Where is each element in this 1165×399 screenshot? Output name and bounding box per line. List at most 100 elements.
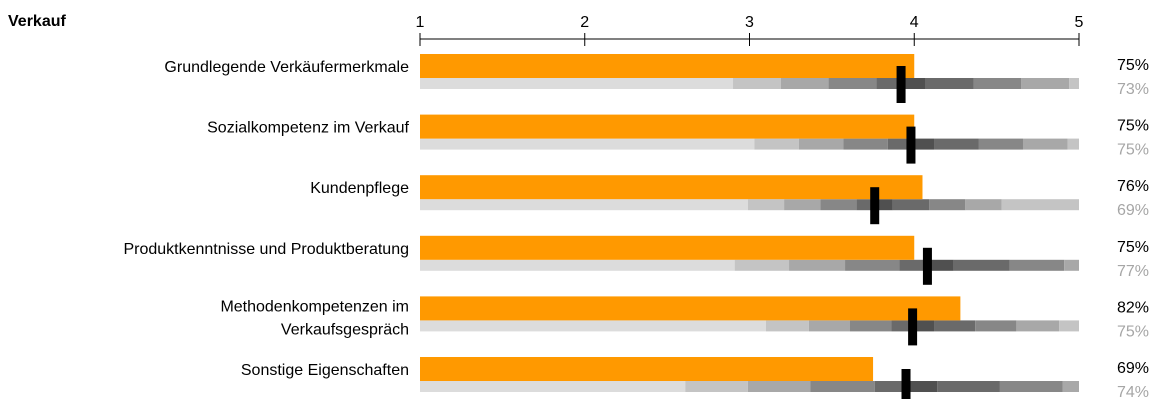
value-bar [420, 235, 915, 260]
bullet-row: Grundlegende Verkäufermerkmale 75% 73% [164, 54, 1149, 103]
benchmark-band [808, 320, 850, 332]
category-label: Sonstige Eigenschaften [241, 362, 409, 379]
x-tick-label: 5 [1075, 14, 1084, 31]
category-label: Kundenpflege [310, 180, 409, 197]
benchmark-band [901, 78, 926, 89]
category-label: Verkaufsgespräch [281, 321, 409, 338]
benchmark-label: 73% [1117, 81, 1149, 98]
benchmark-band [1009, 259, 1065, 271]
benchmark-band [899, 259, 928, 271]
benchmark-band [420, 199, 748, 211]
value-label: 69% [1117, 360, 1149, 377]
benchmark-band [747, 381, 811, 392]
benchmark-band [843, 138, 888, 150]
benchmark-band [1001, 199, 1079, 211]
benchmark-band [999, 381, 1063, 392]
value-label: 75% [1117, 57, 1149, 74]
x-tick-label: 2 [580, 14, 589, 31]
chart-title: Verkauf [8, 13, 66, 30]
value-bar [420, 175, 923, 200]
x-tick-label: 3 [745, 14, 754, 31]
benchmark-marker [901, 369, 911, 399]
benchmark-band [965, 199, 1002, 211]
benchmark-band [925, 78, 974, 89]
benchmark-band [780, 78, 829, 89]
benchmark-band [874, 381, 907, 392]
benchmark-band [1062, 381, 1079, 392]
benchmark-marker [870, 187, 880, 225]
benchmark-band [891, 320, 913, 332]
bullet-row: Produktkenntnisse und Produktberatung 75%… [123, 235, 1149, 285]
benchmark-band [747, 199, 785, 211]
benchmark-band [1067, 138, 1079, 150]
bullet-row: Kundenpflege 76% 69% [310, 175, 1149, 225]
benchmark-band [1021, 78, 1070, 89]
benchmark-label: 75% [1117, 142, 1149, 159]
benchmark-band [1069, 78, 1079, 89]
benchmark-band [953, 259, 1010, 271]
benchmark-band [973, 78, 1022, 89]
category-label: Produktkenntnisse und Produktberatung [123, 241, 409, 258]
value-label: 76% [1117, 178, 1149, 195]
value-label: 75% [1117, 118, 1149, 135]
benchmark-marker [908, 308, 918, 346]
benchmark-band [934, 138, 979, 150]
benchmark-band [820, 199, 857, 211]
benchmark-band [876, 78, 902, 89]
benchmark-band [1016, 320, 1060, 332]
benchmark-band [798, 138, 844, 150]
benchmark-band [420, 78, 734, 89]
bullet-row: Methodenkompetenzen im Verkaufsgespräch 82… [220, 296, 1149, 346]
x-tick-label: 1 [416, 14, 425, 31]
benchmark-band [420, 259, 735, 271]
category-label: Grundlegende Verkäufermerkmale [164, 59, 409, 76]
value-bar [420, 296, 961, 321]
benchmark-band [734, 259, 790, 271]
benchmark-band [929, 199, 966, 211]
benchmark-band [906, 381, 938, 392]
x-tick-label: 4 [910, 14, 919, 31]
benchmark-label: 77% [1117, 263, 1149, 280]
benchmark-band [754, 138, 799, 150]
benchmark-band [927, 259, 954, 271]
benchmark-band [828, 78, 877, 89]
benchmark-band [975, 320, 1017, 332]
benchmark-band [765, 320, 809, 332]
benchmark-band [845, 259, 900, 271]
benchmark-marker [922, 247, 932, 285]
benchmark-band [910, 138, 935, 150]
category-label: Sozialkompetenz im Verkauf [207, 120, 409, 137]
value-bar [420, 54, 915, 78]
benchmark-band [1059, 320, 1079, 332]
benchmark-band [978, 138, 1023, 150]
benchmark-marker [906, 126, 916, 164]
benchmark-band [420, 138, 755, 150]
benchmark-band [849, 320, 892, 332]
benchmark-band [420, 381, 686, 392]
benchmark-marker [896, 66, 906, 103]
benchmark-band [789, 259, 846, 271]
value-label: 82% [1117, 299, 1149, 316]
benchmark-band [887, 138, 911, 150]
benchmark-band [856, 199, 875, 211]
benchmark-band [874, 199, 893, 211]
benchmark-label: 75% [1117, 323, 1149, 340]
bullet-row: Sonstige Eigenschaften 69% 74% [241, 357, 1149, 399]
benchmark-band [733, 78, 781, 89]
benchmark-band [934, 320, 976, 332]
benchmark-band [784, 199, 821, 211]
benchmark-band [892, 199, 930, 211]
benchmark-band [810, 381, 875, 392]
value-label: 75% [1117, 239, 1149, 256]
benchmark-band [912, 320, 935, 332]
benchmark-label: 74% [1117, 384, 1149, 399]
category-label: Methodenkompetenzen im [220, 298, 409, 315]
benchmark-label: 69% [1117, 202, 1149, 219]
benchmark-band [937, 381, 1000, 392]
benchmark-band [1022, 138, 1068, 150]
value-bar [420, 114, 915, 139]
value-bar [420, 357, 874, 381]
bullet-row: Sozialkompetenz im Verkauf 75% 75% [207, 114, 1149, 164]
benchmark-band [685, 381, 748, 392]
